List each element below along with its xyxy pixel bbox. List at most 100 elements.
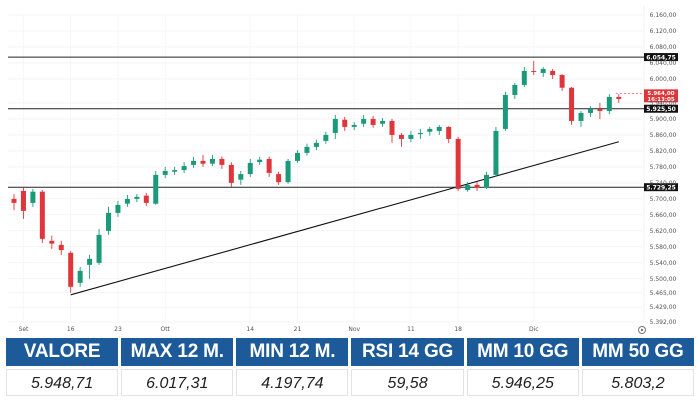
current-price-time: 16:13:05 (647, 97, 675, 103)
candle-body (295, 152, 300, 161)
stat-value: 5.948,71 (6, 369, 119, 396)
candle-body (332, 118, 338, 133)
candle-body (484, 174, 489, 188)
level-label-box (644, 104, 678, 113)
candle-body (285, 160, 291, 183)
candle-body (342, 119, 348, 127)
candle-body (521, 70, 527, 85)
stat-value: 59,58 (351, 369, 464, 396)
candle-body (389, 120, 395, 135)
stat-header: VALORE (6, 338, 119, 366)
candle-body (134, 196, 140, 199)
level-label: 5.729,25 (646, 184, 676, 191)
y-tick-label: 6.080,00 (650, 44, 677, 51)
candle-body (569, 87, 575, 121)
stat-column: MM 10 GG 5.946,25 (466, 338, 579, 398)
y-tick-label: 5.392,00 (650, 319, 677, 326)
candle-body (191, 160, 197, 165)
candle-body (417, 132, 423, 135)
candle-body (219, 158, 225, 165)
candle-body (200, 160, 206, 164)
candle-body (398, 134, 404, 139)
candle-body (49, 240, 55, 244)
candlestick-chart: 6.054,75 5.925,50 5.729,25 5.964,0016:13:05… (8, 5, 678, 334)
candle-body (531, 70, 537, 72)
stat-column: MAX 12 M. 6.017,31 (121, 338, 234, 398)
stats-table: VALORE 5.948,71 MAX 12 M. 6.017,31 MIN 12 M.… (6, 338, 694, 398)
candle-body (276, 174, 282, 183)
candle-body (323, 134, 329, 141)
candle-body (361, 118, 367, 124)
settings-icon[interactable] (638, 326, 646, 334)
candle-body (181, 166, 187, 171)
candle-body (616, 96, 622, 99)
y-tick-label: 5.660,00 (650, 212, 677, 219)
current-price-label: 5.964,00 (647, 91, 674, 97)
x-tick-label: Nov (348, 326, 360, 333)
candle-body (597, 108, 603, 111)
level-label-box (644, 53, 678, 62)
y-tick-label: 5.465,00 (650, 290, 677, 297)
level-label: 5.925,50 (646, 106, 676, 113)
candle-body (162, 170, 168, 175)
candle-body (238, 174, 244, 180)
stat-column: MIN 12 M. 4.197,74 (236, 338, 349, 398)
candle-body (512, 84, 518, 95)
candle-body (209, 158, 215, 164)
candle-body (228, 164, 234, 183)
candle-body (172, 170, 178, 172)
y-tick-label: 5.580,00 (650, 244, 677, 251)
stat-value: 5.803,2 (581, 369, 694, 396)
x-tick-label: 16 (67, 326, 75, 333)
stat-header: MAX 12 M. (121, 338, 234, 366)
candle-body (96, 234, 102, 263)
stat-column: VALORE 5.948,71 (6, 338, 119, 398)
stat-header: MM 10 GG (466, 338, 579, 366)
candle-body (257, 159, 263, 163)
candle-body (106, 212, 111, 231)
y-tick-label: 6.040,00 (650, 60, 677, 67)
candle-body (20, 190, 26, 211)
y-tick-label: 5.429,00 (650, 304, 677, 311)
candle-body (446, 126, 452, 139)
candle-body (266, 158, 272, 173)
candles-layer (11, 60, 622, 293)
candle-body (493, 130, 499, 175)
candle-body (474, 184, 480, 188)
candle-body (559, 74, 565, 88)
stat-column: MM 50 GG 5.803,2 (581, 338, 694, 398)
stat-value: 5.946,25 (466, 369, 579, 396)
candle-body (77, 270, 83, 283)
candle-body (247, 162, 253, 175)
candle-body (427, 128, 433, 132)
level-label: 6.054,75 (646, 54, 676, 61)
candle-body (578, 112, 584, 121)
stat-value: 4.197,74 (236, 369, 349, 396)
candle-body (370, 118, 376, 125)
candle-body (455, 138, 461, 189)
level-label-box (644, 183, 678, 192)
candle-body (380, 120, 386, 124)
candle-body (436, 126, 442, 131)
x-tick-label: Set (19, 326, 30, 333)
y-tick-label: 5.500,00 (650, 276, 677, 283)
candle-body (11, 198, 17, 203)
axis-labels: 6.160,00 6.120,00 6.080,00 6.040,00 6.000,00… (19, 12, 677, 333)
y-tick-label: 5.900,00 (650, 116, 677, 123)
x-tick-label: 14 (246, 326, 254, 333)
candle-body (313, 142, 319, 147)
candle-body (351, 124, 357, 127)
candle-body (606, 96, 612, 111)
x-tick-label: Ott (160, 326, 170, 333)
stat-header: MM 50 GG (581, 338, 694, 366)
current-price-box (644, 89, 678, 103)
trendline-layer (70, 141, 619, 296)
candle-body (540, 68, 546, 73)
y-tick-label: 5.740,00 (650, 180, 677, 187)
stat-header: RSI 14 GG (351, 338, 464, 366)
y-tick-label: 5.820,00 (650, 148, 677, 155)
x-tick-label: 23 (114, 326, 122, 333)
candle-body (153, 174, 159, 204)
y-tick-label: 6.120,00 (650, 28, 677, 35)
